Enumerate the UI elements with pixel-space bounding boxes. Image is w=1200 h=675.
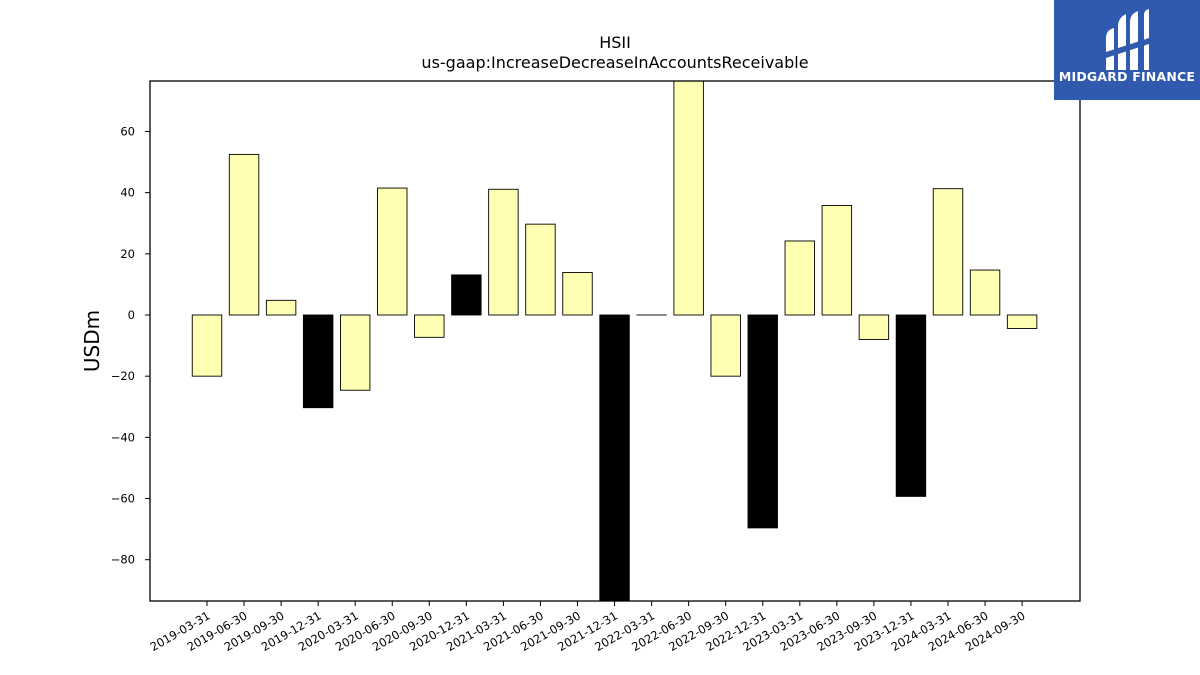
y-tick-label: −80 [111,553,135,567]
y-tick-label: 0 [128,308,135,322]
y-tick-label: 60 [120,124,135,138]
bar-2023-09-30 [858,314,890,340]
y-tick-label: −20 [111,369,135,383]
y-axis-label: USDm [80,310,104,372]
bar-2020-09-30 [414,314,445,338]
plot-frame [149,80,1081,602]
bar-2022-09-30 [710,314,741,377]
bar-2019-09-30 [265,299,297,316]
bar-2019-12-31 [302,314,334,409]
bar-2022-12-31 [747,314,778,529]
y-tick-label: −60 [111,492,135,506]
bar-2021-09-30 [562,272,593,316]
chart-title: HSII [599,33,631,52]
y-tick-label: 40 [120,186,135,200]
bar-2023-12-31 [895,314,927,497]
bar-2023-03-31 [784,240,815,316]
y-axis-ticks: −80 −60 −40 −20 0 20 40 60 [111,124,150,567]
bar-2021-12-31 [599,314,630,602]
y-tick-label: 20 [120,247,135,261]
bar-2023-06-30 [821,205,853,316]
bar-2019-03-31 [191,314,223,377]
title-group: HSII us-gaap:IncreaseDecreaseInAccountsR… [421,33,808,72]
bar-2020-12-31 [451,274,482,316]
bar-2020-06-30 [377,187,408,316]
logo-text: MIDGARD FINANCE [1058,69,1196,84]
bar-2024-03-31 [932,188,964,316]
bar-2024-09-30 [1006,314,1038,329]
bar-2020-03-31 [340,314,371,391]
x-axis-ticks: 2019-03-312019-06-302019-09-302019-12-31… [148,601,1028,654]
chart-subtitle: us-gaap:IncreaseDecreaseInAccountsReceiv… [421,53,808,72]
y-tick-label: −40 [111,430,135,444]
midgard-logo-icon [1106,9,1149,70]
bar-2022-06-30 [673,80,704,316]
bars-group [191,80,1038,602]
bar-2019-06-30 [228,153,260,316]
midgard-finance-logo: MIDGARD FINANCE [1054,0,1200,100]
bar-2021-03-31 [488,188,519,316]
bar-2021-06-30 [525,223,556,316]
bar-2024-06-30 [969,269,1001,316]
